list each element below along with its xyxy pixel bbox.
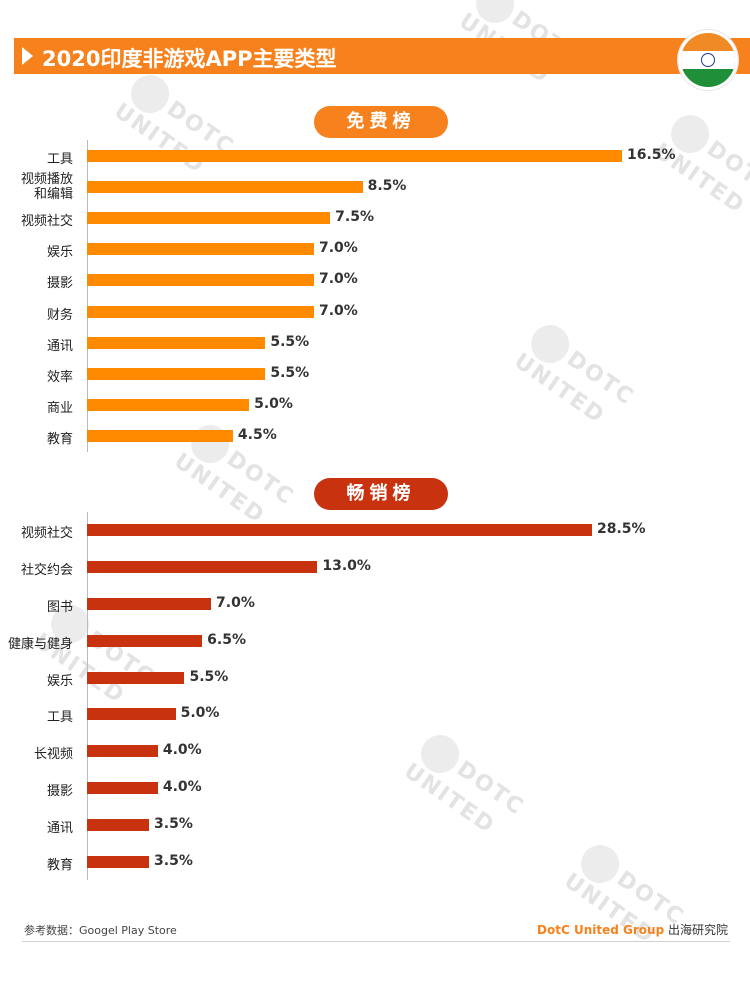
- category-label: 娱乐: [46, 245, 73, 261]
- category-label: 健康与健身: [7, 636, 73, 652]
- category-label: 图书: [46, 600, 73, 615]
- page-title: 2020印度非游戏APP主要类型: [42, 47, 337, 71]
- brand-credit: DotC United Group 出海研究院: [537, 921, 728, 938]
- bar: [87, 782, 158, 794]
- data-label: 28.5%: [597, 521, 646, 538]
- category-label: 通讯: [46, 338, 73, 354]
- category-label: 工具: [46, 151, 73, 167]
- bar: [87, 634, 203, 647]
- data-label: 5.5%: [270, 333, 310, 350]
- free-chart-title: 免费榜: [314, 106, 448, 138]
- data-label: 7.5%: [335, 209, 374, 225]
- data-label: 8.5%: [367, 177, 407, 194]
- watermark: DOTC UNITED: [105, 67, 284, 223]
- category-label: 摄影: [46, 276, 73, 292]
- data-label: 6.5%: [207, 631, 246, 648]
- category-label: 效率: [46, 370, 73, 385]
- bar: [87, 818, 150, 831]
- bar: [87, 274, 314, 287]
- data-label: 4.0%: [162, 742, 202, 759]
- source-note: 参考数据：Googel Play Store: [24, 924, 177, 937]
- brand-suffix: 出海研究院: [664, 923, 728, 937]
- chart-axis: [87, 140, 88, 452]
- watermark: DOTC UNITED: [555, 837, 734, 992]
- chart-axis: [87, 512, 88, 880]
- category-label: 视频社交: [20, 214, 73, 229]
- data-label: 4.0%: [162, 779, 202, 795]
- watermark: DOTC UNITED: [505, 317, 684, 473]
- bar: [87, 212, 331, 224]
- bar: [87, 180, 363, 193]
- data-label: 7.0%: [216, 595, 255, 611]
- watermark: DOTC UNITED: [395, 727, 574, 883]
- category-label: 娱乐: [46, 673, 73, 689]
- category-label: 财务: [46, 307, 73, 323]
- paid-chart-title: 畅销榜: [314, 478, 448, 510]
- bar: [87, 745, 158, 758]
- bar: [87, 368, 266, 380]
- data-label: 5.5%: [189, 668, 229, 685]
- bar: [87, 524, 592, 537]
- category-label: 社交约会: [20, 563, 73, 579]
- bar: [87, 149, 622, 162]
- bar: [87, 336, 266, 349]
- category-label: 通讯: [46, 820, 73, 836]
- data-label: 4.5%: [237, 427, 277, 444]
- bar: [87, 243, 314, 256]
- bar: [87, 855, 150, 868]
- data-label: 3.5%: [154, 852, 193, 869]
- data-label: 5.0%: [254, 396, 293, 413]
- bar: [87, 708, 176, 721]
- data-label: 16.5%: [627, 146, 676, 163]
- category-label: 教育: [46, 432, 73, 448]
- category-label: 视频播放 和编辑: [20, 171, 73, 202]
- bar: [87, 430, 233, 443]
- india-flag-icon: [678, 30, 738, 90]
- category-label: 工具: [46, 710, 73, 726]
- data-label: 3.5%: [154, 815, 193, 832]
- bar: [87, 305, 314, 318]
- data-label: 13.0%: [322, 558, 371, 575]
- data-label: 5.0%: [180, 705, 220, 722]
- brand-name: DotC United Group: [537, 923, 665, 937]
- footer-divider: [22, 941, 730, 942]
- data-label: 5.5%: [270, 365, 310, 381]
- bar: [87, 598, 212, 610]
- play-arrow-icon: [22, 47, 33, 65]
- data-label: 7.0%: [318, 271, 358, 288]
- watermark: DOTC UNITED: [645, 107, 750, 263]
- data-label: 7.0%: [318, 302, 358, 319]
- category-label: 摄影: [46, 784, 73, 799]
- category-label: 视频社交: [20, 526, 73, 542]
- title-bar: 2020印度非游戏APP主要类型: [14, 38, 750, 74]
- bar: [87, 399, 250, 412]
- data-label: 7.0%: [318, 240, 358, 257]
- bar: [87, 561, 318, 574]
- category-label: 教育: [46, 857, 73, 873]
- category-label: 商业: [46, 401, 73, 417]
- category-label: 长视频: [33, 747, 73, 763]
- bar: [87, 671, 185, 684]
